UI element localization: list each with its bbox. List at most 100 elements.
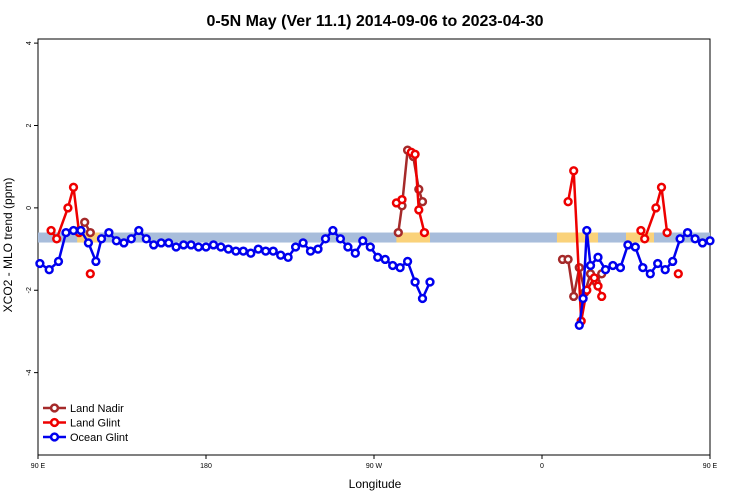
data-point-ocean-glint: [111, 236, 122, 246]
y-tick-label: -4: [26, 369, 33, 375]
series-land-nadir: [74, 145, 607, 302]
data-point-ocean-glint: [119, 238, 129, 248]
data-point-ocean-glint: [660, 265, 670, 275]
data-point-land-glint: [397, 194, 407, 205]
data-point-ocean-glint: [283, 252, 293, 262]
data-point-ocean-glint: [630, 242, 640, 252]
data-point-ocean-glint: [690, 234, 700, 244]
data-point-ocean-glint: [298, 238, 308, 248]
data-point-ocean-glint: [395, 262, 405, 273]
data-point-ocean-glint: [380, 254, 390, 265]
data-point-ocean-glint: [305, 246, 316, 256]
data-point-land-nadir: [563, 254, 573, 265]
data-point-land-nadir: [569, 291, 579, 302]
x-tick-label: 180: [200, 463, 212, 470]
data-point-ocean-glint: [186, 240, 196, 250]
data-point-ocean-glint: [178, 240, 189, 250]
data-point-ocean-glint: [83, 238, 94, 248]
data-point-land-glint: [636, 225, 646, 236]
data-point-land-glint: [640, 234, 650, 244]
data-point-ocean-glint: [335, 234, 346, 244]
data-point-land-glint: [414, 205, 424, 215]
data-point-land-nadir: [85, 227, 95, 238]
data-point-ocean-glint: [268, 246, 278, 256]
data-point-ocean-glint: [253, 244, 263, 254]
data-point-ocean-glint: [365, 242, 375, 252]
data-point-ocean-glint: [156, 238, 166, 248]
data-point-ocean-glint: [623, 240, 633, 250]
data-point-ocean-glint: [343, 242, 353, 252]
data-point-ocean-glint: [402, 256, 413, 267]
y-tick-label: 4: [26, 41, 33, 45]
data-point-ocean-glint: [574, 320, 584, 330]
data-point-land-glint: [46, 225, 56, 236]
data-point-ocean-glint: [410, 277, 420, 287]
data-point-ocean-glint: [76, 225, 86, 236]
series-land-glint: [46, 147, 683, 326]
data-point-ocean-glint: [208, 240, 219, 250]
data-point-land-glint: [593, 281, 603, 291]
data-point-ocean-glint: [675, 234, 685, 244]
data-point-ocean-glint: [425, 277, 435, 287]
data-point-ocean-glint: [126, 234, 136, 244]
data-point-ocean-glint: [171, 242, 181, 252]
band-land-segment-3: [626, 232, 654, 243]
data-point-land-glint: [410, 149, 420, 159]
data-point-ocean-glint: [615, 262, 626, 273]
y-tick-label: 0: [26, 206, 33, 210]
data-point-ocean-glint: [96, 234, 107, 244]
data-point-ocean-glint: [320, 234, 331, 244]
x-axis-label: Longitude: [349, 477, 402, 491]
y-tick-label: -2: [26, 287, 33, 293]
data-point-land-glint: [563, 197, 573, 207]
legend: Land Nadir Land Glint Ocean Glint: [43, 403, 128, 444]
data-point-ocean-glint: [193, 242, 204, 252]
series-layer: [35, 145, 715, 330]
data-point-land-glint: [673, 269, 683, 279]
data-point-ocean-glint: [608, 260, 618, 271]
data-point-ocean-glint: [276, 250, 286, 260]
data-point-ocean-glint: [585, 260, 596, 271]
series-ocean-glint: [35, 225, 715, 330]
data-point-ocean-glint: [638, 262, 648, 273]
data-point-ocean-glint: [61, 227, 71, 238]
data-point-ocean-glint: [141, 234, 151, 244]
legend-marker-land-glint: [49, 417, 60, 428]
data-point-ocean-glint: [578, 293, 588, 304]
chart-title: 0-5N May (Ver 11.1) 2014-09-06 to 2023-0…: [206, 13, 543, 30]
x-tick-label: 90 E: [703, 463, 718, 470]
data-point-ocean-glint: [705, 236, 715, 246]
data-point-land-glint: [651, 203, 661, 213]
data-point-land-glint: [63, 203, 73, 213]
data-point-ocean-glint: [582, 225, 592, 236]
data-point-ocean-glint: [358, 236, 368, 246]
data-point-ocean-glint: [134, 225, 144, 236]
data-point-ocean-glint: [44, 265, 54, 275]
y-tick-label: 2: [26, 123, 33, 127]
x-tick-label: 90 W: [366, 463, 383, 470]
data-point-ocean-glint: [313, 244, 323, 254]
series-line-land-glint: [410, 151, 426, 233]
data-point-ocean-glint: [104, 227, 114, 238]
legend-marker-land-nadir: [49, 403, 60, 413]
data-point-ocean-glint: [238, 246, 248, 256]
data-point-land-nadir: [417, 197, 428, 207]
data-point-ocean-glint: [417, 293, 428, 304]
data-point-ocean-glint: [350, 248, 360, 258]
data-point-land-glint: [569, 166, 579, 176]
legend-label-land-glint: Land Glint: [70, 418, 120, 430]
data-point-land-glint: [597, 291, 607, 302]
data-point-ocean-glint: [373, 252, 383, 262]
band-land-segment-1: [396, 232, 430, 243]
data-point-land-nadir: [80, 217, 90, 227]
legend-label-ocean-glint: Ocean Glint: [70, 432, 128, 444]
data-point-ocean-glint: [290, 242, 301, 252]
data-point-land-glint: [419, 227, 430, 238]
data-point-land-glint: [68, 182, 79, 192]
data-point-land-glint: [662, 227, 672, 238]
data-point-ocean-glint: [216, 242, 226, 252]
data-point-ocean-glint: [164, 238, 174, 248]
data-point-ocean-glint: [201, 242, 211, 252]
data-point-ocean-glint: [68, 225, 79, 236]
data-point-land-glint: [656, 182, 667, 192]
